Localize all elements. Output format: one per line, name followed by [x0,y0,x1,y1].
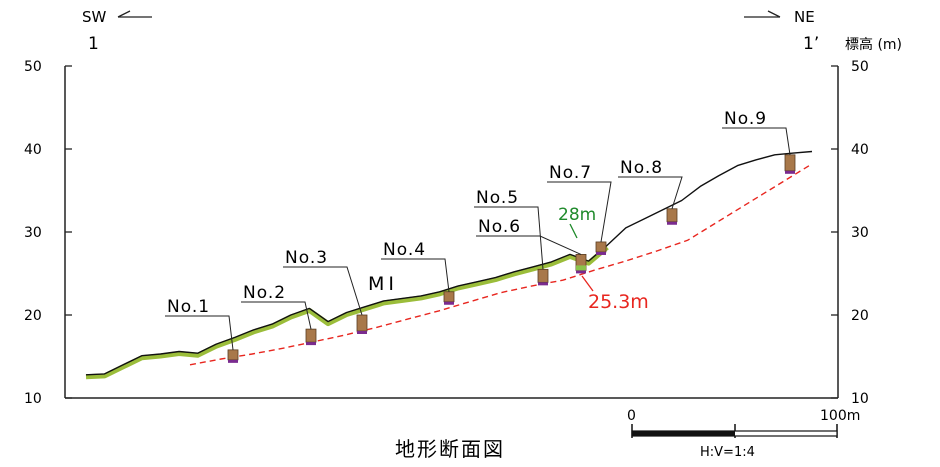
elevation-ticks: 50 50 40 40 30 30 20 20 10 10 [24,59,869,407]
tick-label-left: 30 [24,225,42,241]
tick-label-left: 50 [24,59,42,75]
borehole-column [443,291,455,305]
scale-ratio-label: H:V=1:4 [700,445,755,460]
direction-right-label: NE [794,8,815,26]
borehole-label: No.4 [383,240,426,260]
borehole-column [784,154,796,174]
borehole-label: No.6 [478,217,521,237]
borehole-rock-layer [444,301,454,305]
borehole-column [595,241,607,255]
direction-left-label: SW [82,8,107,26]
tick-label-right: 30 [851,225,869,241]
elevation-unit-label: 標高 (m) [845,36,902,53]
tick-label-left: 20 [24,308,42,324]
borehole-rock-layer [228,359,238,363]
borehole-label: No.2 [243,283,286,303]
borehole-leader-line [618,176,683,209]
tick-label-left: 10 [24,391,42,407]
borehole-rock-layer [357,331,367,334]
borehole-leader-line [381,258,450,292]
station-right-label: 1’ [803,34,819,54]
borehole-rock-layer [785,170,795,174]
mi-label: MⅠ [368,273,398,295]
borehole-leader-line [722,127,791,155]
depth-annotation: 25.3m [588,291,649,313]
tick-label-right: 10 [851,391,869,407]
scale-bar-end-label: 100m [820,408,860,424]
borehole-column [356,314,368,334]
tick-label-right: 50 [851,59,869,75]
borehole-leader-line [241,301,312,330]
borehole-column [305,328,317,346]
borehole-rock-layer [576,270,586,274]
borehole-column [575,254,587,274]
borehole-rock-layer [667,221,677,225]
angle-annotation: 28m [558,205,596,225]
borehole-soil-layer [356,314,368,332]
borehole-label: No.7 [549,163,592,183]
angle-annotation-arrow-icon [569,223,578,239]
borehole-soil-layer [666,208,678,223]
borehole-group: No.1 No.2 No.3 No.4 No.5 No.6 No.7 No.8 No.9 [165,109,796,363]
borehole-label: No.5 [476,188,519,208]
borehole-column [537,268,549,286]
borehole-soil-layer [227,349,239,361]
borehole-label: No.3 [285,248,328,268]
tick-label-right: 20 [851,308,869,324]
direction-left-arrow-head-icon [117,10,131,18]
borehole-rock-layer [538,282,548,286]
borehole-column [227,349,239,363]
tick-label-left: 40 [24,142,42,158]
borehole-label: No.8 [620,158,663,178]
borehole-rock-layer [596,251,606,255]
ground-vegetation-band [85,245,609,380]
borehole-soil-layer [305,328,317,343]
borehole-leader-line [476,235,582,255]
slip-surface-line [189,163,813,366]
scale-bar-start-label: 0 [627,408,636,424]
station-left-label: 1 [88,34,99,54]
scale-bar-segment-filled [632,431,735,436]
borehole-green-layer [576,265,586,271]
borehole-leader-line [165,315,234,350]
scale-bar: 0 100m H:V=1:4 [627,408,860,460]
borehole-label: No.1 [167,297,210,317]
borehole-soil-layer [537,268,549,283]
borehole-soil-layer [784,154,796,172]
borehole-leader-line [283,266,363,316]
diagram-title: 地形断面図 [395,437,505,461]
borehole-rock-layer [306,342,316,346]
borehole-soil-layer [595,241,607,253]
direction-right-arrow-head-icon [767,10,781,18]
borehole-soil-layer [443,291,455,303]
borehole-leader-line [547,181,612,243]
tick-label-right: 40 [851,142,869,158]
borehole-column [666,208,678,225]
borehole-leader-line [474,206,544,270]
ground-surface-line [85,150,813,376]
borehole-label: No.9 [724,109,767,129]
depth-annotation-arrow-icon [581,275,594,292]
